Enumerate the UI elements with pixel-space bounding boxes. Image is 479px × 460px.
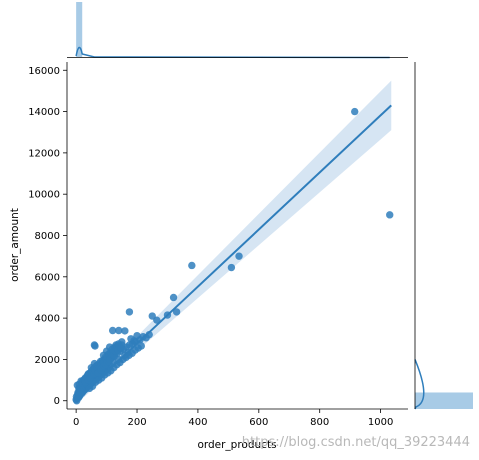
x-tick-label: 1000 — [368, 417, 393, 428]
x-tick-label: 600 — [249, 417, 268, 428]
x-tick-label: 400 — [188, 417, 207, 428]
y-tick-label: 2000 — [35, 355, 60, 366]
data-point — [108, 326, 117, 335]
data-point — [121, 327, 129, 335]
y-tick-label: 10000 — [28, 190, 60, 201]
scatter-points — [72, 107, 394, 405]
y-tick-label: 4000 — [35, 314, 60, 325]
data-point — [91, 342, 99, 350]
data-point — [235, 252, 243, 260]
top-marginal-bar — [76, 2, 83, 57]
y-tick-label: 8000 — [35, 231, 60, 242]
y-axis-label: order_amount — [9, 208, 21, 282]
top-marginal-distribution — [67, 2, 408, 59]
data-point — [386, 211, 394, 219]
x-tick-label: 800 — [310, 417, 329, 428]
x-tick-label: 0 — [73, 417, 79, 428]
y-tick-label: 6000 — [35, 272, 60, 283]
top-marginal-kde — [75, 46, 390, 59]
data-point — [188, 261, 196, 270]
y-tick-label: 16000 — [28, 66, 60, 77]
data-point — [172, 308, 181, 316]
data-point — [169, 293, 178, 302]
right-marginal-kde — [414, 359, 425, 410]
data-point — [351, 107, 359, 116]
y-tick-label: 14000 — [28, 107, 60, 118]
data-point — [117, 344, 125, 352]
x-tick-label: 200 — [127, 417, 146, 428]
x-axis-label: order_products — [197, 439, 276, 451]
data-point — [125, 308, 134, 316]
right-marginal-bar — [415, 392, 473, 409]
y-tick-label: 0 — [54, 396, 60, 407]
regression-line-layer — [75, 104, 392, 402]
y-tick-label: 12000 — [28, 148, 60, 159]
x-axis-ticks: 0 200 400 600 800 1000 — [73, 409, 393, 428]
data-point — [227, 263, 236, 272]
regression-line — [75, 104, 392, 402]
watermark-text: https://blog.csdn.net/qq_39223444 — [242, 435, 470, 450]
right-marginal-distribution — [414, 62, 473, 410]
data-point — [137, 342, 145, 350]
data-point — [130, 337, 138, 345]
data-point — [115, 326, 123, 335]
y-axis-ticks: 0 2000 4000 6000 8000 10000 12000 14000 16000 — [28, 66, 67, 407]
